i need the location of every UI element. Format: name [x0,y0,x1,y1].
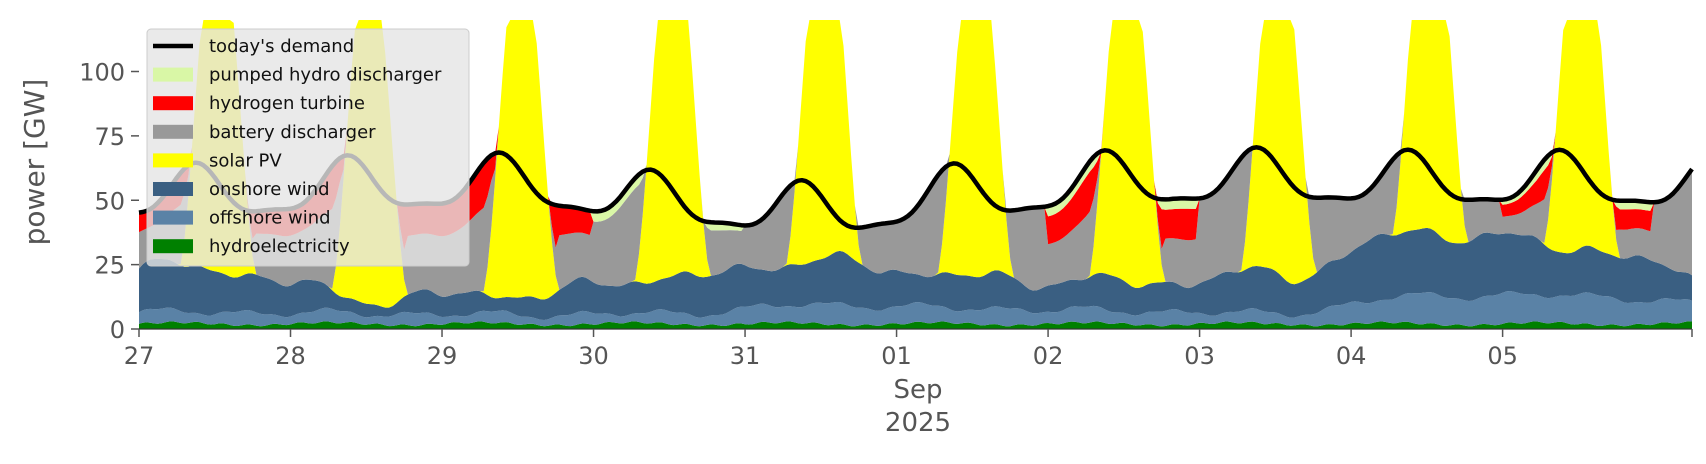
x-axis-month-label: Sep [893,375,942,405]
x-tick-label: 04 [1336,342,1367,370]
solar-PV-area [139,20,1692,308]
x-tick-label: 27 [124,342,155,370]
onshore-wind-area [139,227,1692,320]
legend-swatch [153,239,193,254]
x-tick-label: 03 [1184,342,1215,370]
y-tick-label: 75 [94,123,125,151]
x-axis-year-label: 2025 [885,408,951,438]
legend-label: pumped hydro discharger [209,65,442,86]
legend-swatch [153,67,193,82]
y-tick-label: 50 [94,187,125,215]
legend-label: hydrogen turbine [209,93,365,114]
x-tick-label: 01 [881,342,912,370]
legend-label: solar PV [209,150,282,171]
legend-label: today's demand [209,36,354,57]
x-tick-label: 02 [1033,342,1064,370]
legend-swatch [153,96,193,111]
y-tick-label: 25 [94,252,125,280]
legend-swatch [153,153,193,168]
hydroelectricity-area [139,321,1692,329]
legend-label: onshore wind [209,179,330,200]
battery-discharger-area [139,20,1692,297]
x-tick-label: 29 [427,342,458,370]
x-tick-label: 05 [1487,342,1518,370]
legend-swatch [153,210,193,225]
legend-box [146,28,470,267]
y-tick-label: 100 [79,59,125,87]
legend-swatch [153,124,193,139]
legend-label: battery discharger [209,122,376,143]
y-axis-label: power [GW] [18,79,51,246]
legend-label: hydroelectricity [209,236,350,257]
legend: today's demand pumped hydro discharger hyd… [146,28,470,267]
y-tick-label: 0 [110,316,125,344]
x-tick-label: 30 [578,342,609,370]
legend-swatch [153,182,193,196]
x-tick-label: 31 [730,342,761,370]
axes: 0 25 50 75 100 27 28 29 30 31 01 02 03 04 05 [79,59,1693,370]
x-tick-label: 28 [275,342,306,370]
offshore-wind-area [139,291,1692,327]
legend-label: offshore wind [209,208,331,229]
